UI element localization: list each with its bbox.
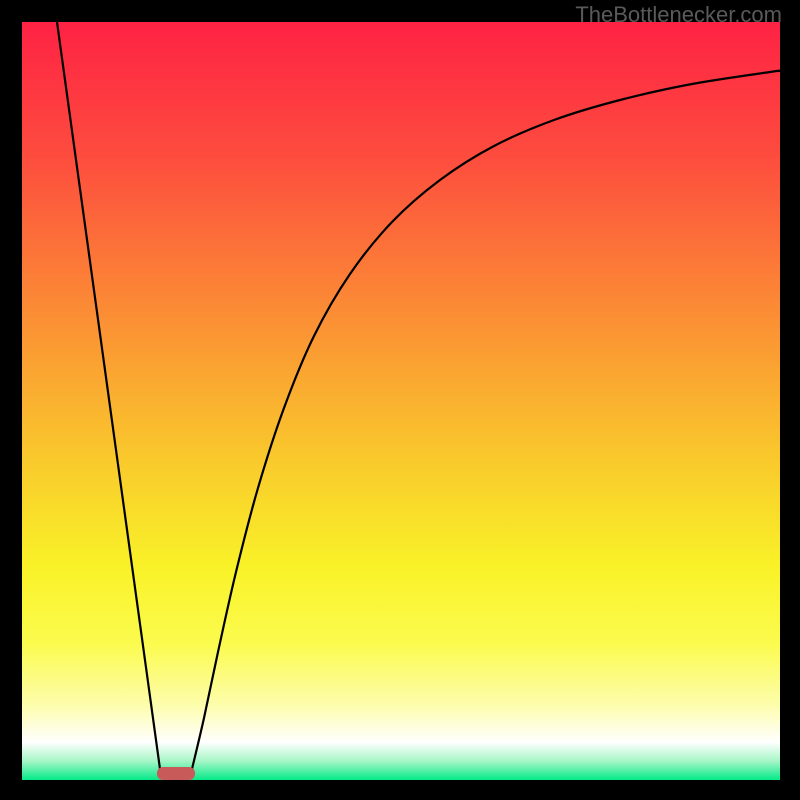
curve-layer <box>22 22 780 780</box>
left-line-curve <box>57 22 160 769</box>
bottleneck-marker <box>157 767 195 780</box>
watermark-text: TheBottlenecker.com <box>575 2 782 28</box>
chart-container: TheBottlenecker.com <box>0 0 800 800</box>
right-log-curve <box>192 71 780 769</box>
plot-area <box>22 22 780 780</box>
